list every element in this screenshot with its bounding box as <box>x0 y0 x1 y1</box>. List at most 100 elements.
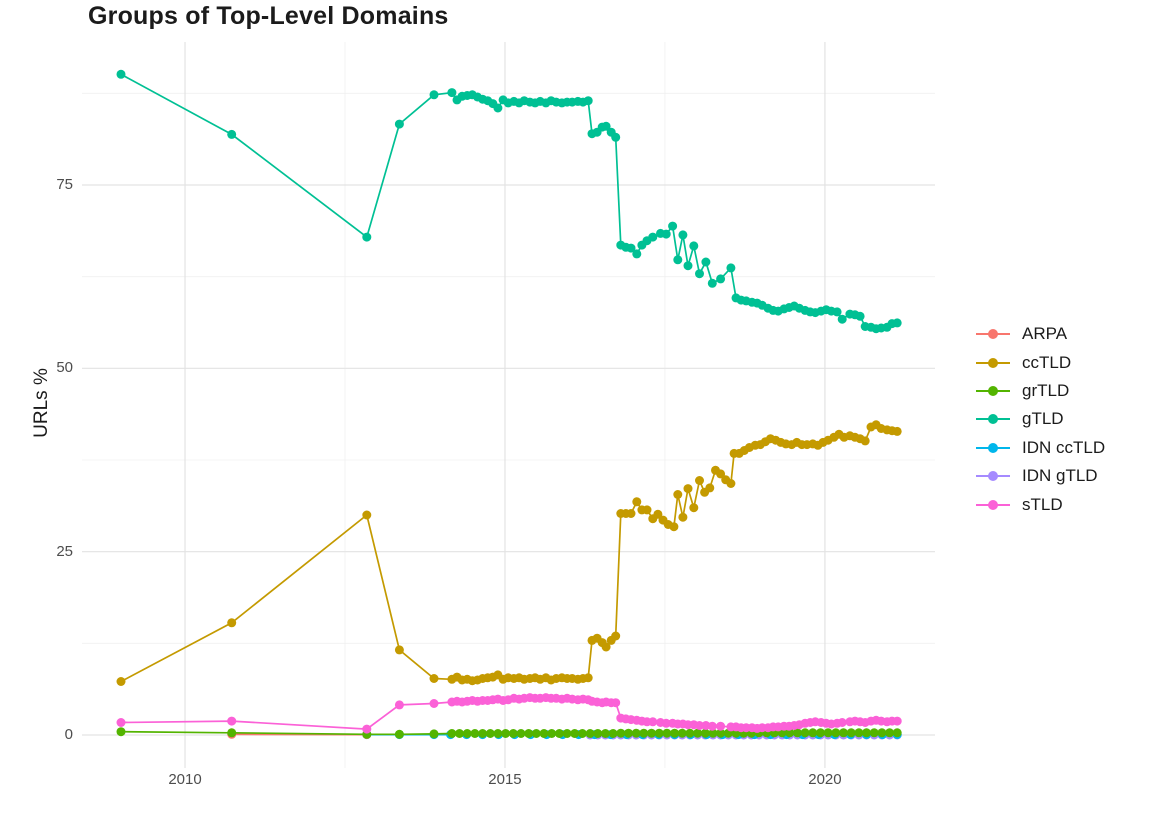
series-point-stld <box>648 717 658 727</box>
series-point-cctld <box>583 673 593 683</box>
series-point-gtld <box>701 257 711 267</box>
series-point-cctld <box>642 505 652 515</box>
series-point-grtld <box>869 728 879 738</box>
series-point-gtld <box>632 249 642 259</box>
series-point-stld <box>837 718 847 727</box>
series-point-grtld <box>577 729 587 738</box>
series-point-cctld <box>394 645 404 655</box>
series-point-cctld <box>705 483 715 493</box>
series-point-stld <box>695 721 704 730</box>
series-point-grtld <box>227 728 237 738</box>
series-point-grtld <box>862 728 871 738</box>
series-point-stld <box>429 699 439 708</box>
legend-item-cctld: ccTLD <box>976 348 1105 376</box>
series-point-cctld <box>601 642 611 652</box>
series-point-grtld <box>831 728 841 738</box>
legend-dot-icon <box>988 442 998 453</box>
series-point-grtld <box>846 728 856 738</box>
series-point-grtld <box>892 728 902 738</box>
series-point-gtld <box>362 232 372 242</box>
series-point-gtld <box>611 132 621 142</box>
series-point-gtld <box>837 314 847 324</box>
series-point-cctld <box>626 509 636 518</box>
series-point-gtld <box>227 129 237 139</box>
y-tick-label: 0 <box>64 726 73 743</box>
series-point-cctld <box>429 674 439 683</box>
series-point-gtld <box>695 269 704 279</box>
series-point-grtld <box>524 729 534 738</box>
series-point-grtld <box>616 728 626 738</box>
series-point-grtld <box>792 728 802 738</box>
legend-dot-icon <box>988 499 998 510</box>
series-point-grtld <box>639 728 649 738</box>
series-point-grtld <box>823 728 833 738</box>
series-point-grtld <box>877 728 887 738</box>
series-point-grtld <box>501 729 511 738</box>
series-point-gtld <box>855 311 865 321</box>
legend-dot-icon <box>988 414 998 425</box>
series-point-gtld <box>707 278 717 288</box>
series-point-grtld <box>624 728 633 738</box>
series-point-gtld <box>626 243 636 253</box>
legend-label: ccTLD <box>1022 352 1072 372</box>
series-point-grtld <box>685 728 695 738</box>
legend-item-idn-cctld: IDN ccTLD <box>976 434 1105 462</box>
series-point-grtld <box>708 728 718 738</box>
legend-label: sTLD <box>1022 494 1063 514</box>
series-point-grtld <box>600 729 610 738</box>
series-point-grtld <box>516 729 526 738</box>
series-point-cctld <box>678 512 688 522</box>
series-point-grtld <box>631 728 641 738</box>
series-point-cctld <box>611 631 621 641</box>
series-point-gtld <box>726 263 736 273</box>
series-point-grtld <box>677 728 687 738</box>
legend: ARPA ccTLD grTLD gTLD IDN ccTLD IDN gTLD sTLD <box>976 320 1105 519</box>
series-point-grtld <box>485 729 495 738</box>
series-point-stld <box>661 718 671 728</box>
x-tick-label: 2015 <box>488 771 522 788</box>
legend-item-gtld: gTLD <box>976 405 1105 433</box>
series-point-grtld <box>478 729 488 738</box>
series-point-grtld <box>816 728 825 738</box>
series-point-cctld <box>653 509 663 519</box>
series-point-cctld <box>227 618 237 628</box>
legend-dot-icon <box>988 329 998 340</box>
series-point-cctld <box>695 476 704 485</box>
legend-dot-icon <box>988 357 998 368</box>
series-point-cctld <box>362 510 372 520</box>
series-point-stld <box>707 721 717 731</box>
series-point-stld <box>227 716 237 726</box>
series-point-cctld <box>689 503 699 513</box>
series-point-grtld <box>493 729 503 738</box>
legend-key-icon <box>976 413 1010 425</box>
legend-label: IDN gTLD <box>1022 466 1098 486</box>
series-point-cctld <box>673 490 683 499</box>
legend-key-icon <box>976 385 1010 397</box>
series-point-grtld <box>647 728 656 738</box>
series-point-stld <box>116 718 126 727</box>
series-point-grtld <box>429 729 439 739</box>
legend-key-icon <box>976 328 1010 340</box>
series-point-cctld <box>632 497 642 507</box>
y-tick-label: 75 <box>56 176 73 193</box>
series-point-grtld <box>539 729 549 738</box>
series-point-grtld <box>508 729 518 738</box>
legend-key-icon <box>976 470 1010 482</box>
series-point-gtld <box>447 88 457 98</box>
series-point-grtld <box>462 729 472 738</box>
series-point-cctld <box>726 479 736 488</box>
series-point-grtld <box>662 728 672 738</box>
series-point-cctld <box>892 426 902 436</box>
series-point-grtld <box>470 729 480 738</box>
series-point-grtld <box>800 728 810 738</box>
series-point-gtld <box>673 255 683 265</box>
series-point-grtld <box>531 729 541 738</box>
series-point-grtld <box>785 728 795 738</box>
legend-dot-icon <box>988 385 998 396</box>
series-point-gtld <box>583 96 593 106</box>
legend-key-icon <box>976 357 1010 369</box>
x-tick-label: 2010 <box>168 771 202 788</box>
series-point-grtld <box>455 729 464 738</box>
legend-label: ARPA <box>1022 324 1068 344</box>
series-point-gtld <box>716 274 726 284</box>
